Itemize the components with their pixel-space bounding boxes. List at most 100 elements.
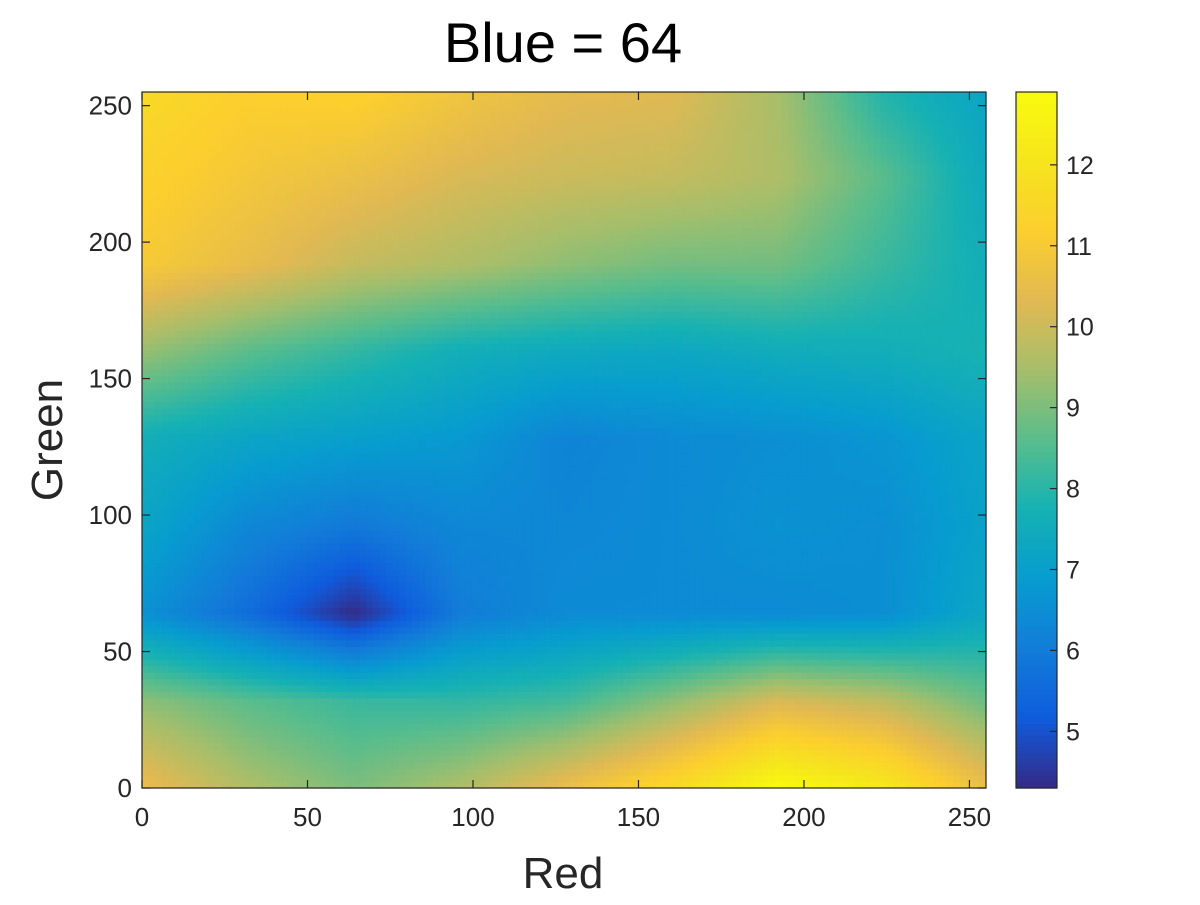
heatmap-cell [498,781,506,789]
heatmap-cell [194,775,202,783]
heatmap-cell [148,684,156,692]
heatmap-cell [201,684,209,692]
heatmap-cell [794,646,802,654]
heatmap-cell [234,639,242,647]
heatmap-cell [873,704,882,712]
heatmap-cell [643,633,651,641]
heatmap-cell [755,614,763,622]
heatmap-cell [458,736,466,744]
heatmap-cell [953,768,961,776]
heatmap-cell [840,736,849,744]
heatmap-cell [240,581,249,589]
heatmap-cell [142,684,150,692]
heatmap-cell [946,652,954,660]
heatmap-cell [610,755,618,763]
heatmap-cell [570,556,578,564]
heatmap-cell [900,742,908,750]
heatmap-cell [333,697,341,705]
heatmap-cell [379,730,387,738]
heatmap-cell [702,549,710,557]
heatmap-cell [306,646,315,654]
heatmap-cell [623,594,631,602]
heatmap-cell [168,601,176,609]
heatmap-cell [643,646,651,654]
heatmap-cell [517,723,526,731]
heatmap-cell [827,575,835,583]
heatmap-cell [491,620,499,628]
heatmap-cell [174,736,183,744]
heatmap-cell [926,742,934,750]
heatmap-cell [946,536,954,544]
heatmap-cell [471,594,479,602]
heatmap-cell [385,704,394,712]
heatmap-cell [207,697,216,705]
heatmap-cell [933,762,941,770]
heatmap-cell [234,730,242,738]
heatmap-cell [939,749,948,757]
heatmap-cell [207,536,216,544]
heatmap-cell [392,768,400,776]
heatmap-cell [537,755,545,763]
heatmap-cell [979,659,987,667]
heatmap-cell [194,594,202,602]
heatmap-cell [339,717,347,725]
heatmap-cell [418,633,427,641]
heatmap-cell [517,588,526,596]
heatmap-cell [188,755,196,763]
heatmap-cell [748,730,756,738]
heatmap-cell [722,646,730,654]
heatmap-cell [306,723,315,731]
heatmap-cell [748,601,756,609]
heatmap-cell [161,704,169,712]
heatmap-cell [174,607,183,615]
heatmap-cell [392,704,400,712]
heatmap-cell [722,665,730,673]
heatmap-cell [148,575,156,583]
heatmap-cell [313,704,321,712]
heatmap-cell [287,626,295,634]
heatmap-cell [451,678,460,686]
heatmap-cell [715,588,723,596]
heatmap-cell [794,543,802,551]
heatmap-cell [188,710,196,718]
heatmap-cell [735,665,743,673]
heatmap-cell [491,672,499,680]
heatmap-cell [867,768,875,776]
heatmap-cell [596,697,605,705]
heatmap-cell [742,549,750,557]
heatmap-cell [854,620,862,628]
heatmap-cell [873,736,882,744]
heatmap-cell [174,697,183,705]
heatmap-cell [227,581,235,589]
heatmap-cell [557,742,565,750]
heatmap-cell [313,626,321,634]
heatmap-cell [979,704,987,712]
heatmap-cell [662,536,671,544]
heatmap-cell [293,620,301,628]
heatmap-cell [596,665,605,673]
heatmap-cell [385,607,394,615]
heatmap-cell [959,568,967,576]
heatmap-cell [234,556,242,564]
heatmap-cell [379,768,387,776]
heatmap-cell [372,684,380,692]
heatmap-cell [207,678,216,686]
heatmap-cell [834,678,842,686]
heatmap-cell [451,639,460,647]
heatmap-cell [939,762,948,770]
heatmap-cell [214,742,222,750]
heatmap-cell [748,749,756,757]
heatmap-cell [260,742,268,750]
heatmap-cell [484,691,493,699]
heatmap-cell [715,755,723,763]
heatmap-cell [557,556,565,564]
heatmap-cell [465,562,473,570]
heatmap-cell [392,614,400,622]
heatmap-cell [214,678,222,686]
heatmap-cell [722,730,730,738]
heatmap-cell [854,717,862,725]
heatmap-cell [353,730,361,738]
heatmap-cell [293,736,301,744]
heatmap-cell [451,601,460,609]
heatmap-cell [240,768,249,776]
